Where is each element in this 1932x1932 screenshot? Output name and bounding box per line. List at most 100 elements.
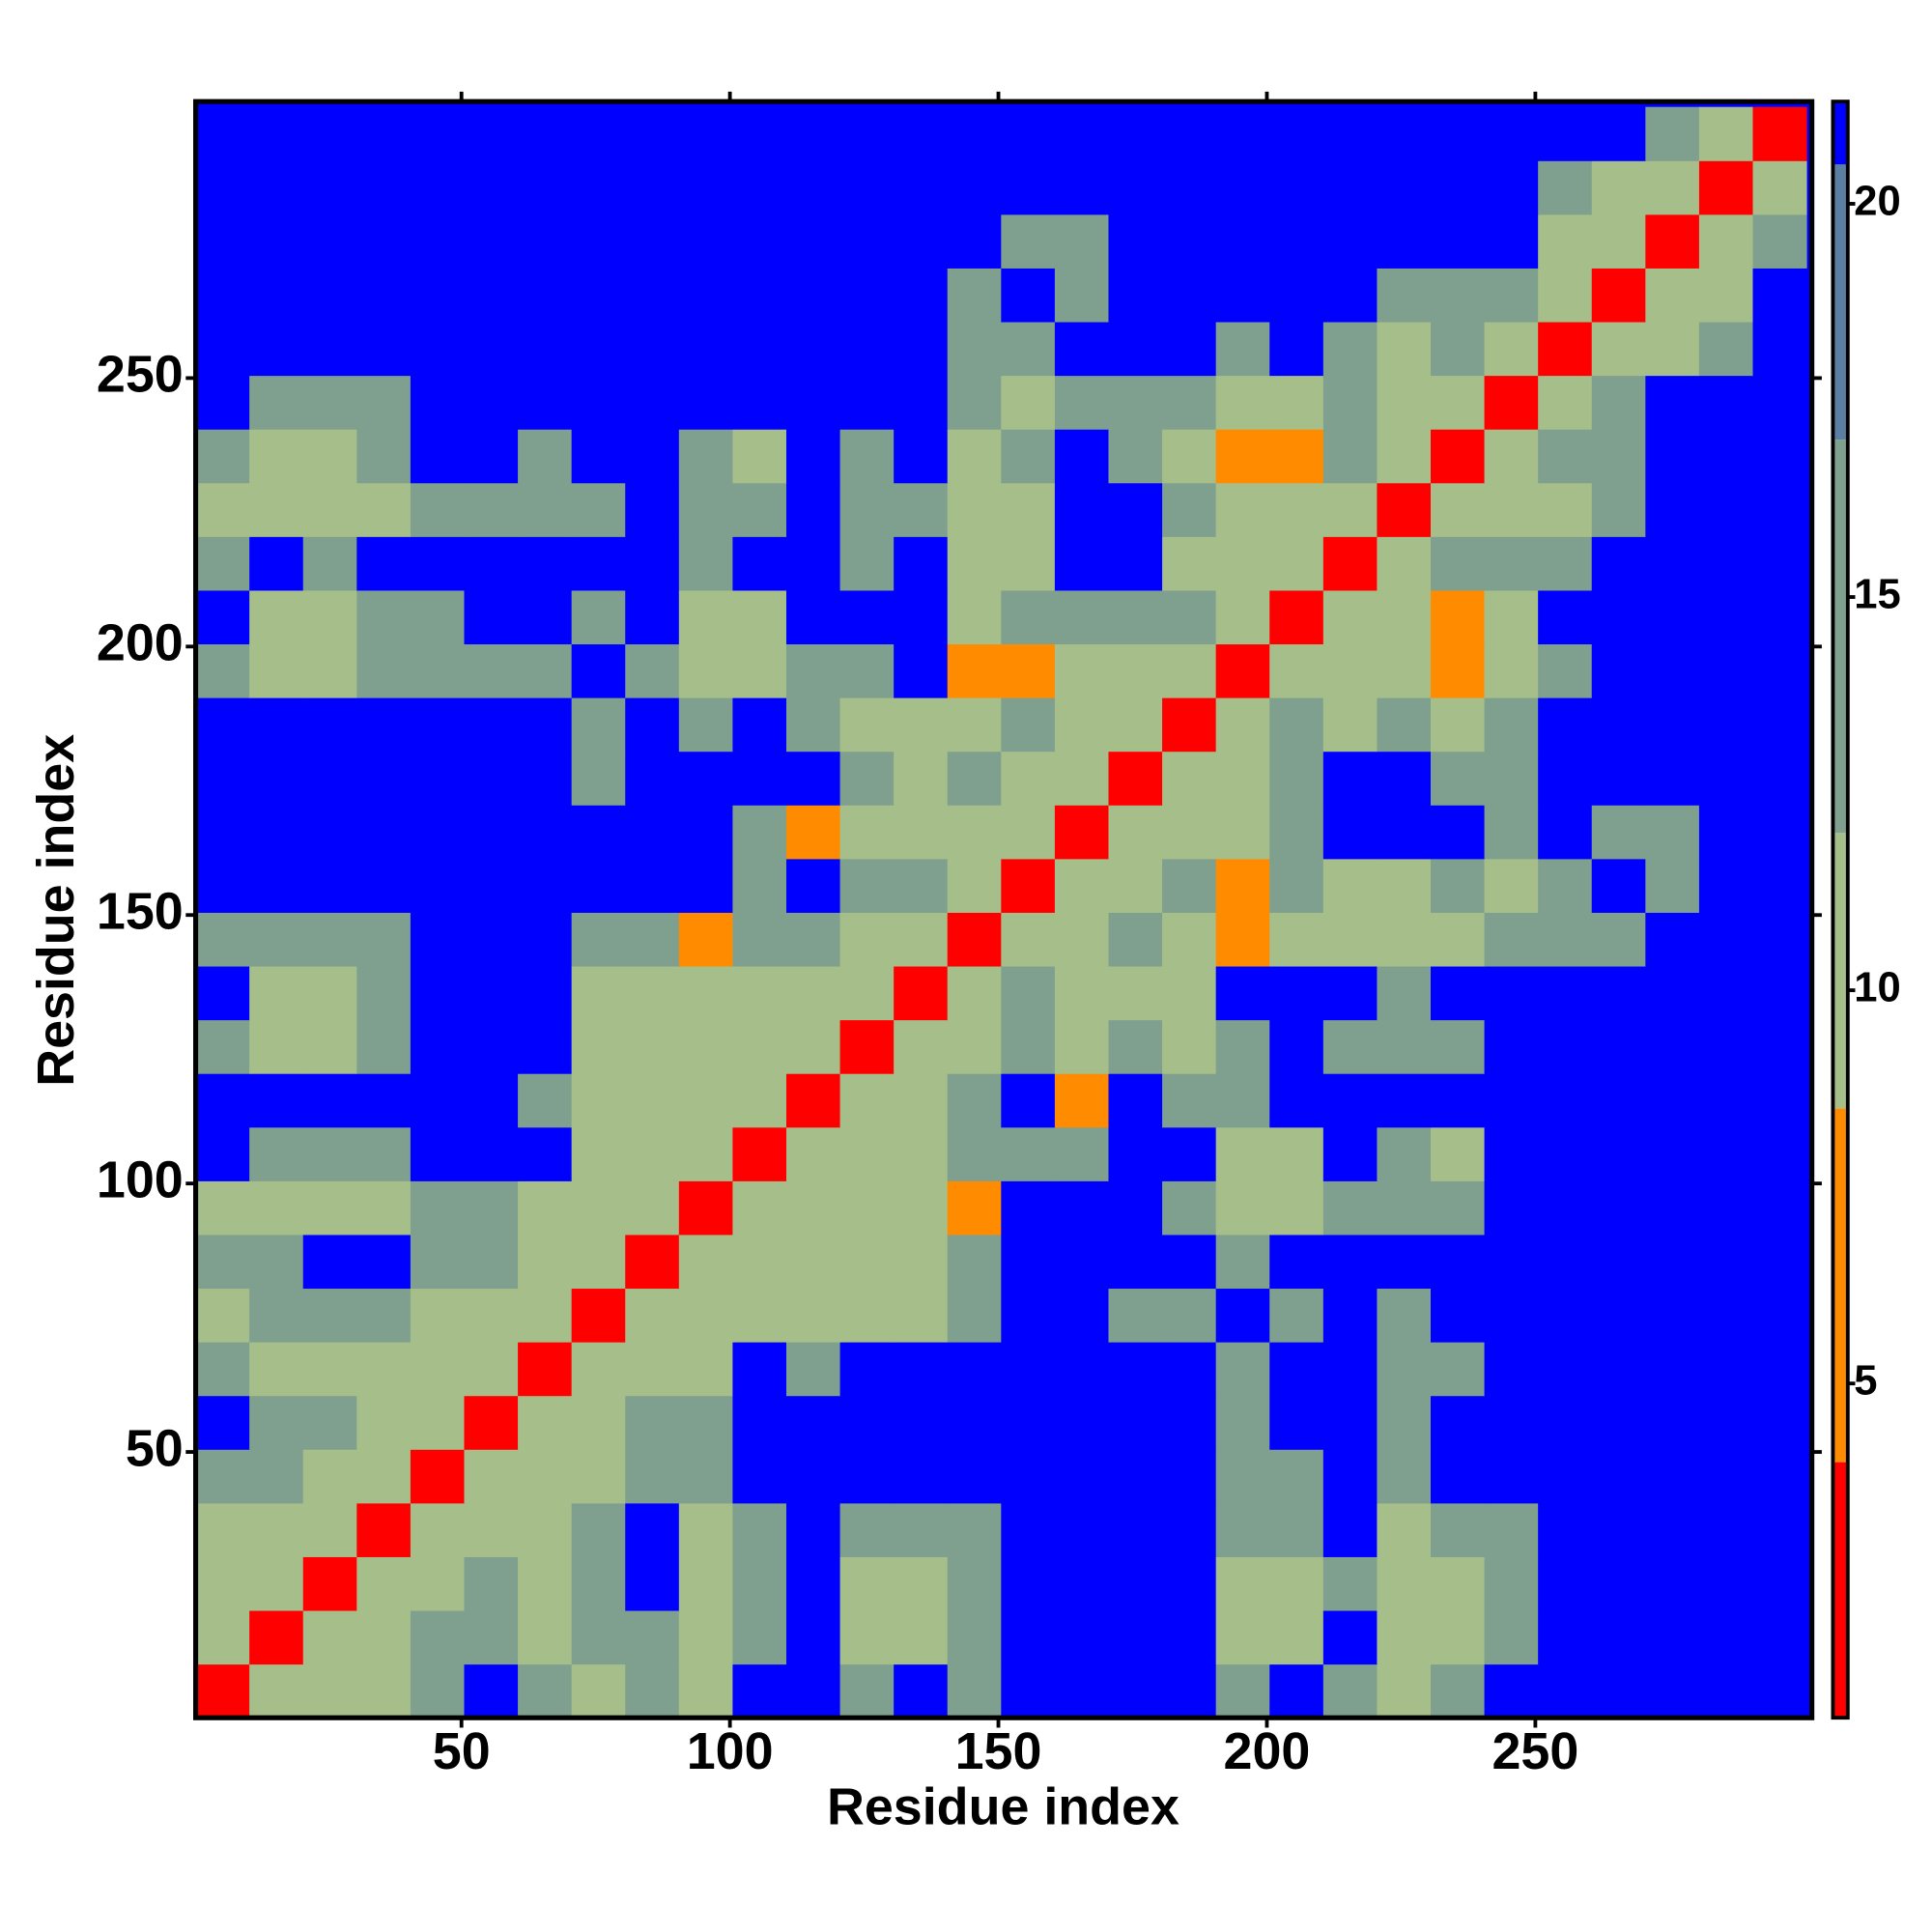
heatmap-cell <box>356 1073 412 1128</box>
heatmap-cell <box>1001 322 1056 377</box>
heatmap-cell <box>1215 1126 1270 1181</box>
heatmap-cell <box>1698 966 1754 1021</box>
heatmap-cell <box>410 966 465 1021</box>
heatmap-cell <box>678 1288 733 1343</box>
heatmap-cell <box>571 1019 626 1074</box>
heatmap-cell <box>625 429 680 484</box>
heatmap-cell <box>464 697 519 753</box>
heatmap-cell <box>1269 966 1324 1021</box>
heatmap-cell <box>1430 1449 1486 1504</box>
heatmap-cell <box>894 268 949 323</box>
heatmap-cell <box>302 589 357 645</box>
heatmap-cell <box>839 1663 895 1719</box>
heatmap-cell <box>625 1610 680 1665</box>
heatmap-cell <box>1484 536 1539 591</box>
heatmap-cell <box>1484 805 1539 860</box>
heatmap-cell <box>894 429 949 484</box>
heatmap-cell <box>894 589 949 645</box>
heatmap-cell <box>356 213 412 269</box>
heatmap-cell <box>1054 322 1110 377</box>
heatmap-cell <box>302 1288 357 1343</box>
heatmap-cell <box>195 1449 250 1504</box>
heatmap-cell <box>410 1342 465 1397</box>
colorbar-segment <box>1833 164 1848 440</box>
heatmap-cell <box>464 1502 519 1557</box>
heatmap-cell <box>571 1073 626 1128</box>
heatmap-cell <box>947 429 1002 484</box>
x-axis-title: Residue index <box>827 1778 1179 1836</box>
heatmap-cell <box>839 1073 895 1128</box>
heatmap-cell <box>1269 1663 1324 1719</box>
heatmap-cell <box>1698 805 1754 860</box>
heatmap-cell <box>1538 482 1593 537</box>
heatmap-cell <box>1752 429 1807 484</box>
heatmap-cell <box>1645 697 1700 753</box>
heatmap-cell <box>1430 966 1486 1021</box>
heatmap-cell <box>785 697 841 753</box>
heatmap-cell <box>1054 482 1110 537</box>
heatmap-cell <box>732 1180 787 1236</box>
heatmap-cell <box>1430 643 1486 698</box>
heatmap-cell <box>678 1663 733 1719</box>
heatmap-cell <box>195 1342 250 1397</box>
heatmap-cell <box>1162 697 1217 753</box>
heatmap-cell <box>785 858 841 913</box>
heatmap-cell <box>839 912 895 967</box>
heatmap-cell <box>1538 1019 1593 1074</box>
heatmap-cell <box>195 268 250 323</box>
heatmap-cell <box>1591 160 1646 215</box>
heatmap-cell <box>732 160 787 215</box>
heatmap-cell <box>894 1610 949 1665</box>
heatmap-cell <box>195 213 250 269</box>
heatmap-cell <box>1484 589 1539 645</box>
heatmap-cell <box>1001 536 1056 591</box>
heatmap-cell <box>571 643 626 698</box>
heatmap-cell <box>1322 912 1378 967</box>
heatmap-cell <box>1215 805 1270 860</box>
heatmap-cell <box>1484 1073 1539 1128</box>
heatmap-cell <box>518 160 573 215</box>
heatmap-cell <box>894 1180 949 1236</box>
heatmap-cell <box>249 912 304 967</box>
x-tick-label: 200 <box>1224 1722 1311 1780</box>
heatmap-cell <box>1001 482 1056 537</box>
heatmap-cell <box>518 1449 573 1504</box>
heatmap-cell <box>678 1126 733 1181</box>
heatmap-cell <box>1430 751 1486 806</box>
heatmap-cell <box>1752 589 1807 645</box>
heatmap-cell <box>732 375 787 430</box>
heatmap-cell <box>1108 1234 1163 1290</box>
heatmap-cell <box>1108 1663 1163 1719</box>
heatmap-cell <box>356 429 412 484</box>
heatmap-cell <box>1108 1288 1163 1343</box>
heatmap-cell <box>464 1663 519 1719</box>
heatmap-cell <box>249 160 304 215</box>
heatmap-cell <box>464 1556 519 1611</box>
heatmap-cell <box>1108 482 1163 537</box>
heatmap-cell <box>1538 751 1593 806</box>
heatmap-cell <box>571 1502 626 1557</box>
heatmap-cell <box>1001 160 1056 215</box>
heatmap-cell <box>249 1019 304 1074</box>
heatmap-cell <box>410 1126 465 1181</box>
heatmap-cell <box>785 643 841 698</box>
heatmap-cell <box>195 643 250 698</box>
heatmap-cell <box>356 1502 412 1557</box>
heatmap-cell <box>1538 1556 1593 1611</box>
heatmap-cell <box>947 1395 1002 1450</box>
heatmap-cell <box>1215 482 1270 537</box>
heatmap-cell <box>785 375 841 430</box>
heatmap-cell <box>1108 589 1163 645</box>
heatmap-cell <box>1698 482 1754 537</box>
heatmap-cell <box>947 1449 1002 1504</box>
heatmap-cell <box>947 1502 1002 1557</box>
heatmap-cell <box>1269 1180 1324 1236</box>
heatmap-cell <box>1430 1663 1486 1719</box>
heatmap-cell <box>678 966 733 1021</box>
heatmap-cell <box>1108 858 1163 913</box>
heatmap-cell <box>1162 1019 1217 1074</box>
heatmap-cell <box>1322 268 1378 323</box>
heatmap-cell <box>839 536 895 591</box>
heatmap-cell <box>1430 1556 1486 1611</box>
heatmap-cell <box>195 912 250 967</box>
